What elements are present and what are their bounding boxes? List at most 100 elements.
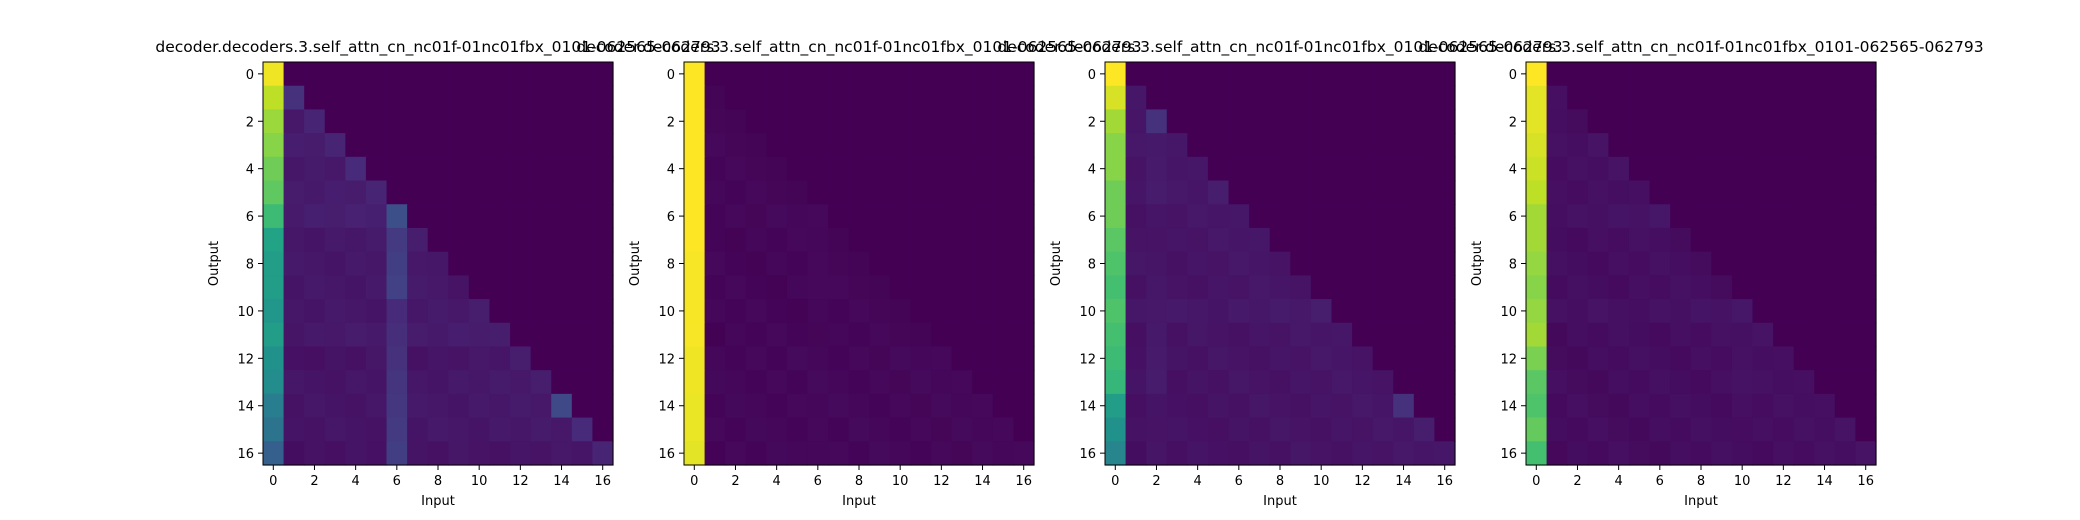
heatmap-cell: [1814, 109, 1836, 134]
heatmap-cell: [1013, 322, 1035, 348]
heatmap-cell: [304, 133, 326, 158]
heatmap-cell: [1166, 393, 1188, 419]
heatmap-cell: [1731, 180, 1754, 205]
heatmap-cell: [1372, 227, 1394, 253]
heatmap-cell: [571, 322, 594, 348]
heatmap-cell: [1393, 346, 1415, 371]
heatmap-cell: [745, 370, 767, 395]
heatmap-panel-3: 0 2 4 6 8 10 12 14 16 0 2 4 6 8 10 12 14 16 Input Output dec…: [997, 38, 1562, 509]
heatmap-cell: [1628, 204, 1651, 229]
heatmap-cell: [448, 180, 470, 205]
heatmap-cell: [931, 85, 953, 111]
heatmap-cell: [510, 417, 532, 442]
heatmap-cell: [1608, 180, 1630, 205]
heatmap-cell: [592, 85, 614, 111]
heatmap-cell: [1228, 441, 1250, 466]
heatmap-cell: [1834, 251, 1857, 276]
heatmap-cell: [1526, 370, 1548, 395]
heatmap-cell: [951, 299, 973, 324]
heatmap-cell: [1105, 204, 1127, 229]
heatmap-cell: [1331, 62, 1353, 87]
heatmap-cell: [551, 180, 573, 205]
heatmap-cell: [1269, 441, 1291, 466]
heatmap-cell: [766, 275, 788, 300]
heatmap-cell: [1773, 180, 1795, 205]
heatmap-cell: [386, 156, 408, 182]
heatmap-cell: [304, 227, 326, 253]
heatmap-cell: [551, 299, 573, 324]
heatmap-cell: [1413, 441, 1436, 466]
heatmap-cell: [1526, 251, 1548, 276]
heatmap-cell: [1649, 251, 1671, 276]
heatmap-cell: [1187, 346, 1209, 371]
heatmap-cell: [1546, 417, 1568, 442]
heatmap-cell: [807, 109, 829, 134]
heatmap-cell: [1608, 393, 1630, 419]
heatmap-cell: [1731, 133, 1754, 158]
heatmap-cell: [951, 204, 973, 229]
heatmap-cell: [1290, 156, 1312, 182]
heatmap-cell: [848, 251, 870, 276]
heatmap-cell: [592, 370, 614, 395]
heatmap-cell: [1269, 156, 1291, 182]
heatmap-cell: [889, 346, 912, 371]
heatmap-cell: [704, 227, 726, 253]
heatmap-cell: [1834, 370, 1857, 395]
heatmap-cell: [1146, 227, 1168, 253]
heatmap-cell: [263, 109, 285, 134]
heatmap-cell: [1310, 204, 1333, 229]
heatmap-cell: [1670, 109, 1692, 134]
heatmap-cell: [304, 62, 326, 87]
heatmap-cell: [1731, 227, 1754, 253]
heatmap-cell: [1690, 393, 1712, 419]
heatmap-cell: [365, 133, 388, 158]
heatmap-cell: [1752, 227, 1774, 253]
x-tick-label: 12: [1775, 474, 1792, 489]
heatmap-cell: [1855, 322, 1877, 348]
heatmap-cell: [1608, 227, 1630, 253]
heatmap-cell: [304, 370, 326, 395]
heatmap-cell: [489, 441, 511, 466]
heatmap-cell: [1207, 322, 1230, 348]
heatmap-cell: [1526, 346, 1548, 371]
heatmap-cell: [1546, 227, 1568, 253]
heatmap-cell: [510, 393, 532, 419]
heatmap-cell: [304, 156, 326, 182]
heatmap-cell: [1146, 62, 1168, 87]
heatmap-cell: [386, 109, 408, 134]
heatmap-cell: [283, 180, 305, 205]
heatmap-cell: [304, 275, 326, 300]
x-tick-label: 12: [1354, 474, 1371, 489]
heatmap-cell: [766, 393, 788, 419]
heatmap-cell: [1352, 441, 1374, 466]
heatmap-cell: [1731, 393, 1754, 419]
heatmap-cell: [1310, 85, 1333, 111]
heatmap-cell: [1649, 393, 1671, 419]
heatmap-cell: [1372, 109, 1394, 134]
heatmap-cell: [304, 417, 326, 442]
heatmap-cell: [1773, 346, 1795, 371]
heatmap-cell: [1711, 227, 1733, 253]
heatmap-cell: [1393, 109, 1415, 134]
x-tick-label: 0: [1532, 474, 1540, 489]
heatmap-cell: [807, 370, 829, 395]
heatmap-cell: [1393, 204, 1415, 229]
heatmap-cell: [992, 227, 1015, 253]
heatmap-cell: [1331, 85, 1353, 111]
y-tick-label: 16: [1079, 447, 1096, 462]
heatmap-cell: [1269, 417, 1291, 442]
heatmap-cell: [1228, 299, 1250, 324]
y-tick-label: 4: [1509, 163, 1517, 178]
heatmap-cell: [992, 204, 1015, 229]
heatmap-cell: [1207, 156, 1230, 182]
heatmap-cell: [889, 417, 912, 442]
heatmap-cell: [304, 393, 326, 419]
heatmap-cell: [1711, 417, 1733, 442]
heatmap-cell: [345, 180, 367, 205]
heatmap-cell: [489, 322, 511, 348]
heatmap-cell: [1166, 275, 1188, 300]
heatmap-cell: [1834, 322, 1857, 348]
heatmap-cell: [972, 109, 994, 134]
heatmap-cell: [1567, 227, 1589, 253]
